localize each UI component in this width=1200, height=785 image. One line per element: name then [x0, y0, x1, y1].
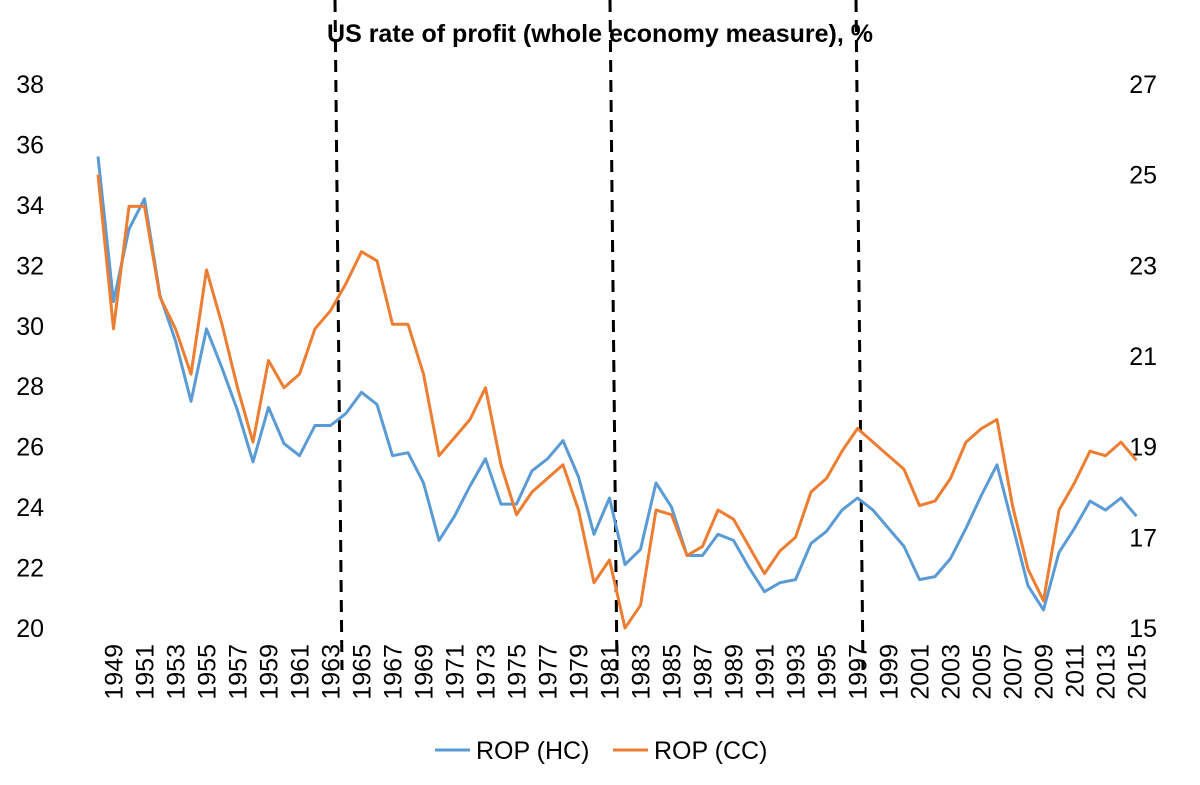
x-tick-label: 1977	[535, 644, 563, 700]
x-tick-label: 1969	[411, 644, 439, 700]
x-tick-label: 1989	[721, 644, 749, 700]
left-y-tick-label: 28	[16, 373, 44, 401]
x-tick-label: 2005	[969, 644, 997, 700]
period-divider-line	[854, 0, 865, 671]
period-divider-line	[333, 0, 344, 671]
period-divider-lines	[333, 0, 865, 671]
series-line-rop-hc	[96, 156, 1138, 612]
x-tick-label: 1973	[473, 644, 501, 700]
x-tick-label: 1967	[380, 644, 408, 700]
legend-label-rop-cc: ROP (CC)	[654, 737, 767, 765]
right-y-tick-label: 25	[1129, 162, 1157, 190]
left-y-tick-label: 36	[16, 131, 44, 159]
x-tick-label: 1979	[566, 644, 594, 700]
legend: ROP (HC) ROP (CC)	[435, 737, 767, 765]
right-y-tick-label: 27	[1129, 71, 1157, 99]
left-y-tick-label: 34	[16, 192, 44, 220]
x-tick-label: 2001	[907, 644, 935, 700]
x-tick-label: 1971	[442, 644, 470, 700]
series-lines	[96, 156, 1138, 630]
x-tick-label: 1999	[876, 644, 904, 700]
x-tick-label: 1955	[194, 644, 222, 700]
x-tick-label: 1993	[783, 644, 811, 700]
left-y-tick-label: 22	[16, 555, 44, 583]
x-tick-label: 2011	[1062, 644, 1090, 698]
left-y-axis: 20 22 24 26 28 30 32 34 36 38	[16, 71, 44, 643]
legend-label-rop-hc: ROP (HC)	[476, 737, 589, 765]
x-tick-label: 1953	[163, 644, 191, 700]
x-tick-label: 1981	[597, 644, 625, 700]
x-axis: 1949 1951 1953 1955 1957 1959 1961 1963 1965 1967…	[101, 644, 1152, 700]
series-line-rop-cc	[96, 174, 1138, 630]
x-tick-label: 2007	[1000, 644, 1028, 700]
x-tick-label: 1961	[287, 644, 315, 700]
x-tick-label: 1963	[318, 644, 346, 700]
x-tick-label: 1949	[101, 644, 129, 700]
x-tick-label: 1959	[256, 644, 284, 700]
x-tick-label: 1985	[659, 644, 687, 700]
left-y-tick-label: 38	[16, 71, 44, 99]
left-y-tick-label: 30	[16, 313, 44, 341]
left-y-tick-label: 24	[16, 494, 44, 522]
x-tick-label: 1983	[628, 644, 656, 700]
x-tick-label: 2009	[1031, 644, 1059, 700]
left-y-tick-label: 26	[16, 434, 44, 462]
right-y-tick-label: 15	[1129, 615, 1157, 643]
x-tick-label: 1965	[349, 644, 377, 700]
right-y-tick-label: 23	[1129, 252, 1157, 280]
x-tick-label: 2013	[1093, 644, 1121, 700]
right-y-tick-label: 21	[1129, 343, 1157, 371]
left-y-tick-label: 20	[16, 615, 44, 643]
x-tick-label: 1997	[845, 644, 873, 700]
x-tick-label: 2015	[1124, 644, 1152, 700]
x-tick-label: 1951	[132, 644, 160, 700]
left-y-tick-label: 32	[16, 252, 44, 280]
chart-title: US rate of profit (whole economy measure…	[327, 20, 873, 48]
x-tick-label: 1987	[690, 644, 718, 700]
x-tick-label: 2003	[938, 644, 966, 700]
x-tick-label: 1957	[225, 644, 253, 700]
x-tick-label: 1995	[814, 644, 842, 700]
right-y-tick-label: 17	[1129, 524, 1157, 552]
x-tick-label: 1975	[504, 644, 532, 700]
x-tick-label: 1991	[752, 644, 780, 700]
period-divider-line	[608, 0, 619, 671]
